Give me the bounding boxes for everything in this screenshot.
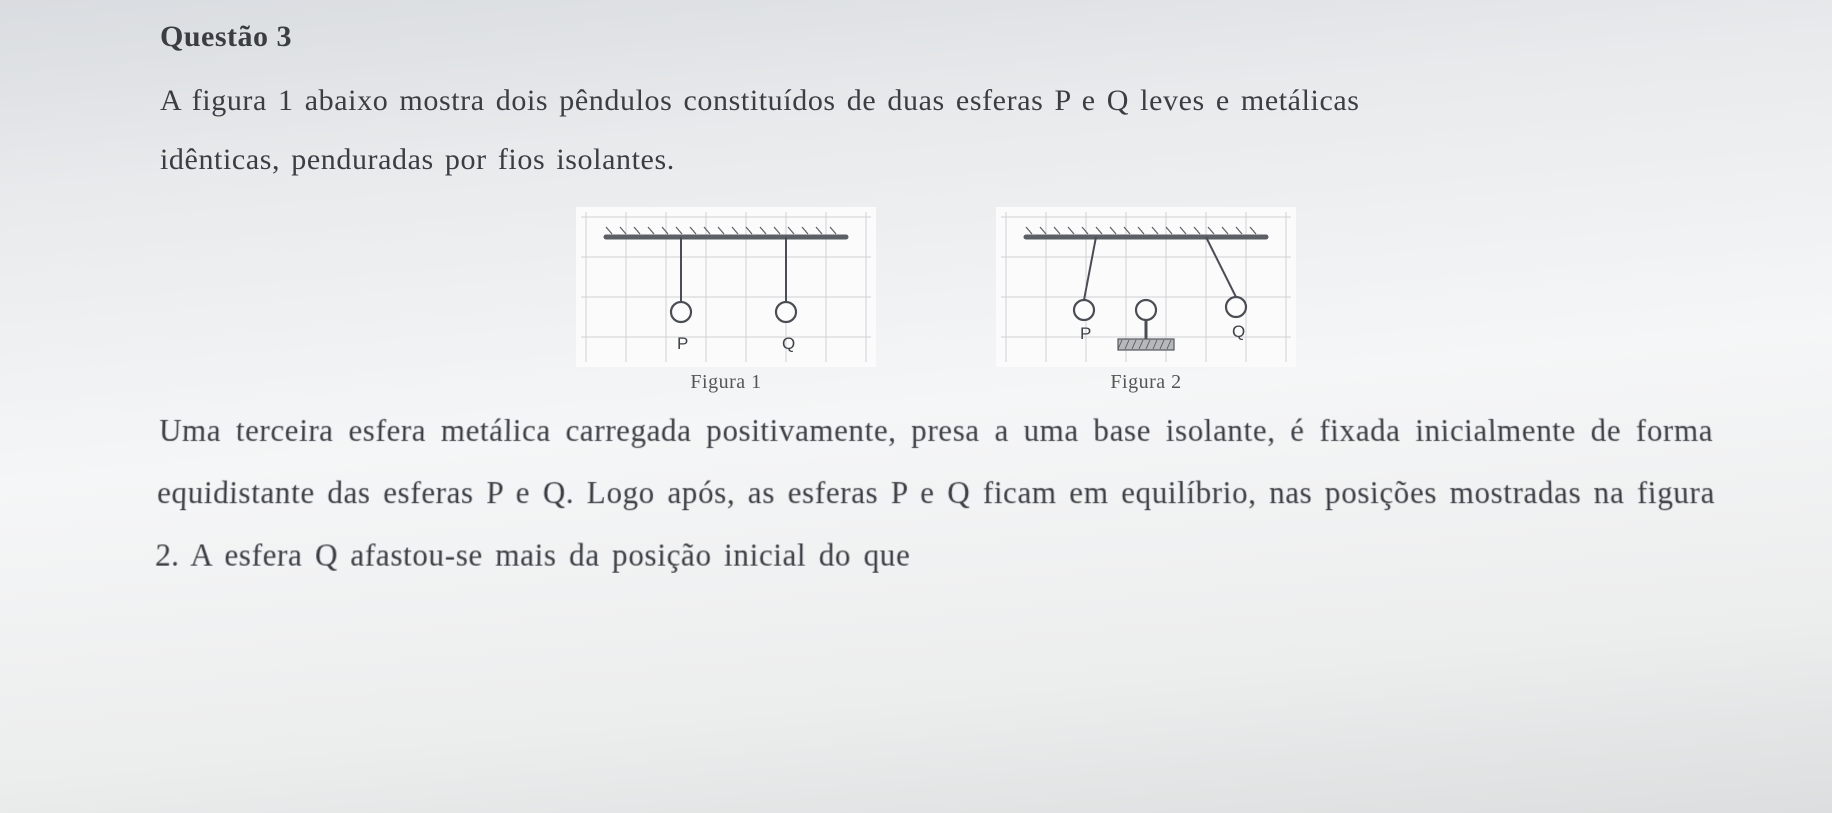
paragraph-1: A figura 1 abaixo mostra dois pêndulos c… [160, 72, 1712, 189]
para1-line1: A figura 1 abaixo mostra dois pêndulos c… [160, 84, 1360, 117]
para1-line2: idênticas, penduradas por fios isolantes… [160, 143, 675, 176]
svg-text:Q: Q [782, 334, 795, 353]
figure-1-wrap: PQ Figura 1 [576, 207, 876, 394]
svg-text:Q: Q [1232, 322, 1245, 341]
figure-2-svg: PQ [996, 207, 1296, 367]
figure-1-caption: Figura 1 [690, 371, 761, 394]
figure-2-caption: Figura 2 [1110, 371, 1181, 394]
svg-text:P: P [1080, 324, 1091, 343]
page-content: Questão 3 A figura 1 abaixo mostra dois … [0, 0, 1832, 813]
question-heading: Questão 3 [160, 20, 1712, 54]
paragraph-2: Uma terceira esfera metálica carregada p… [154, 400, 1717, 587]
figures-row: PQ Figura 1 PQ Figura 2 [160, 207, 1712, 394]
svg-text:P: P [677, 334, 688, 353]
figure-1-svg: PQ [576, 207, 876, 367]
figure-2-wrap: PQ Figura 2 [996, 207, 1296, 394]
